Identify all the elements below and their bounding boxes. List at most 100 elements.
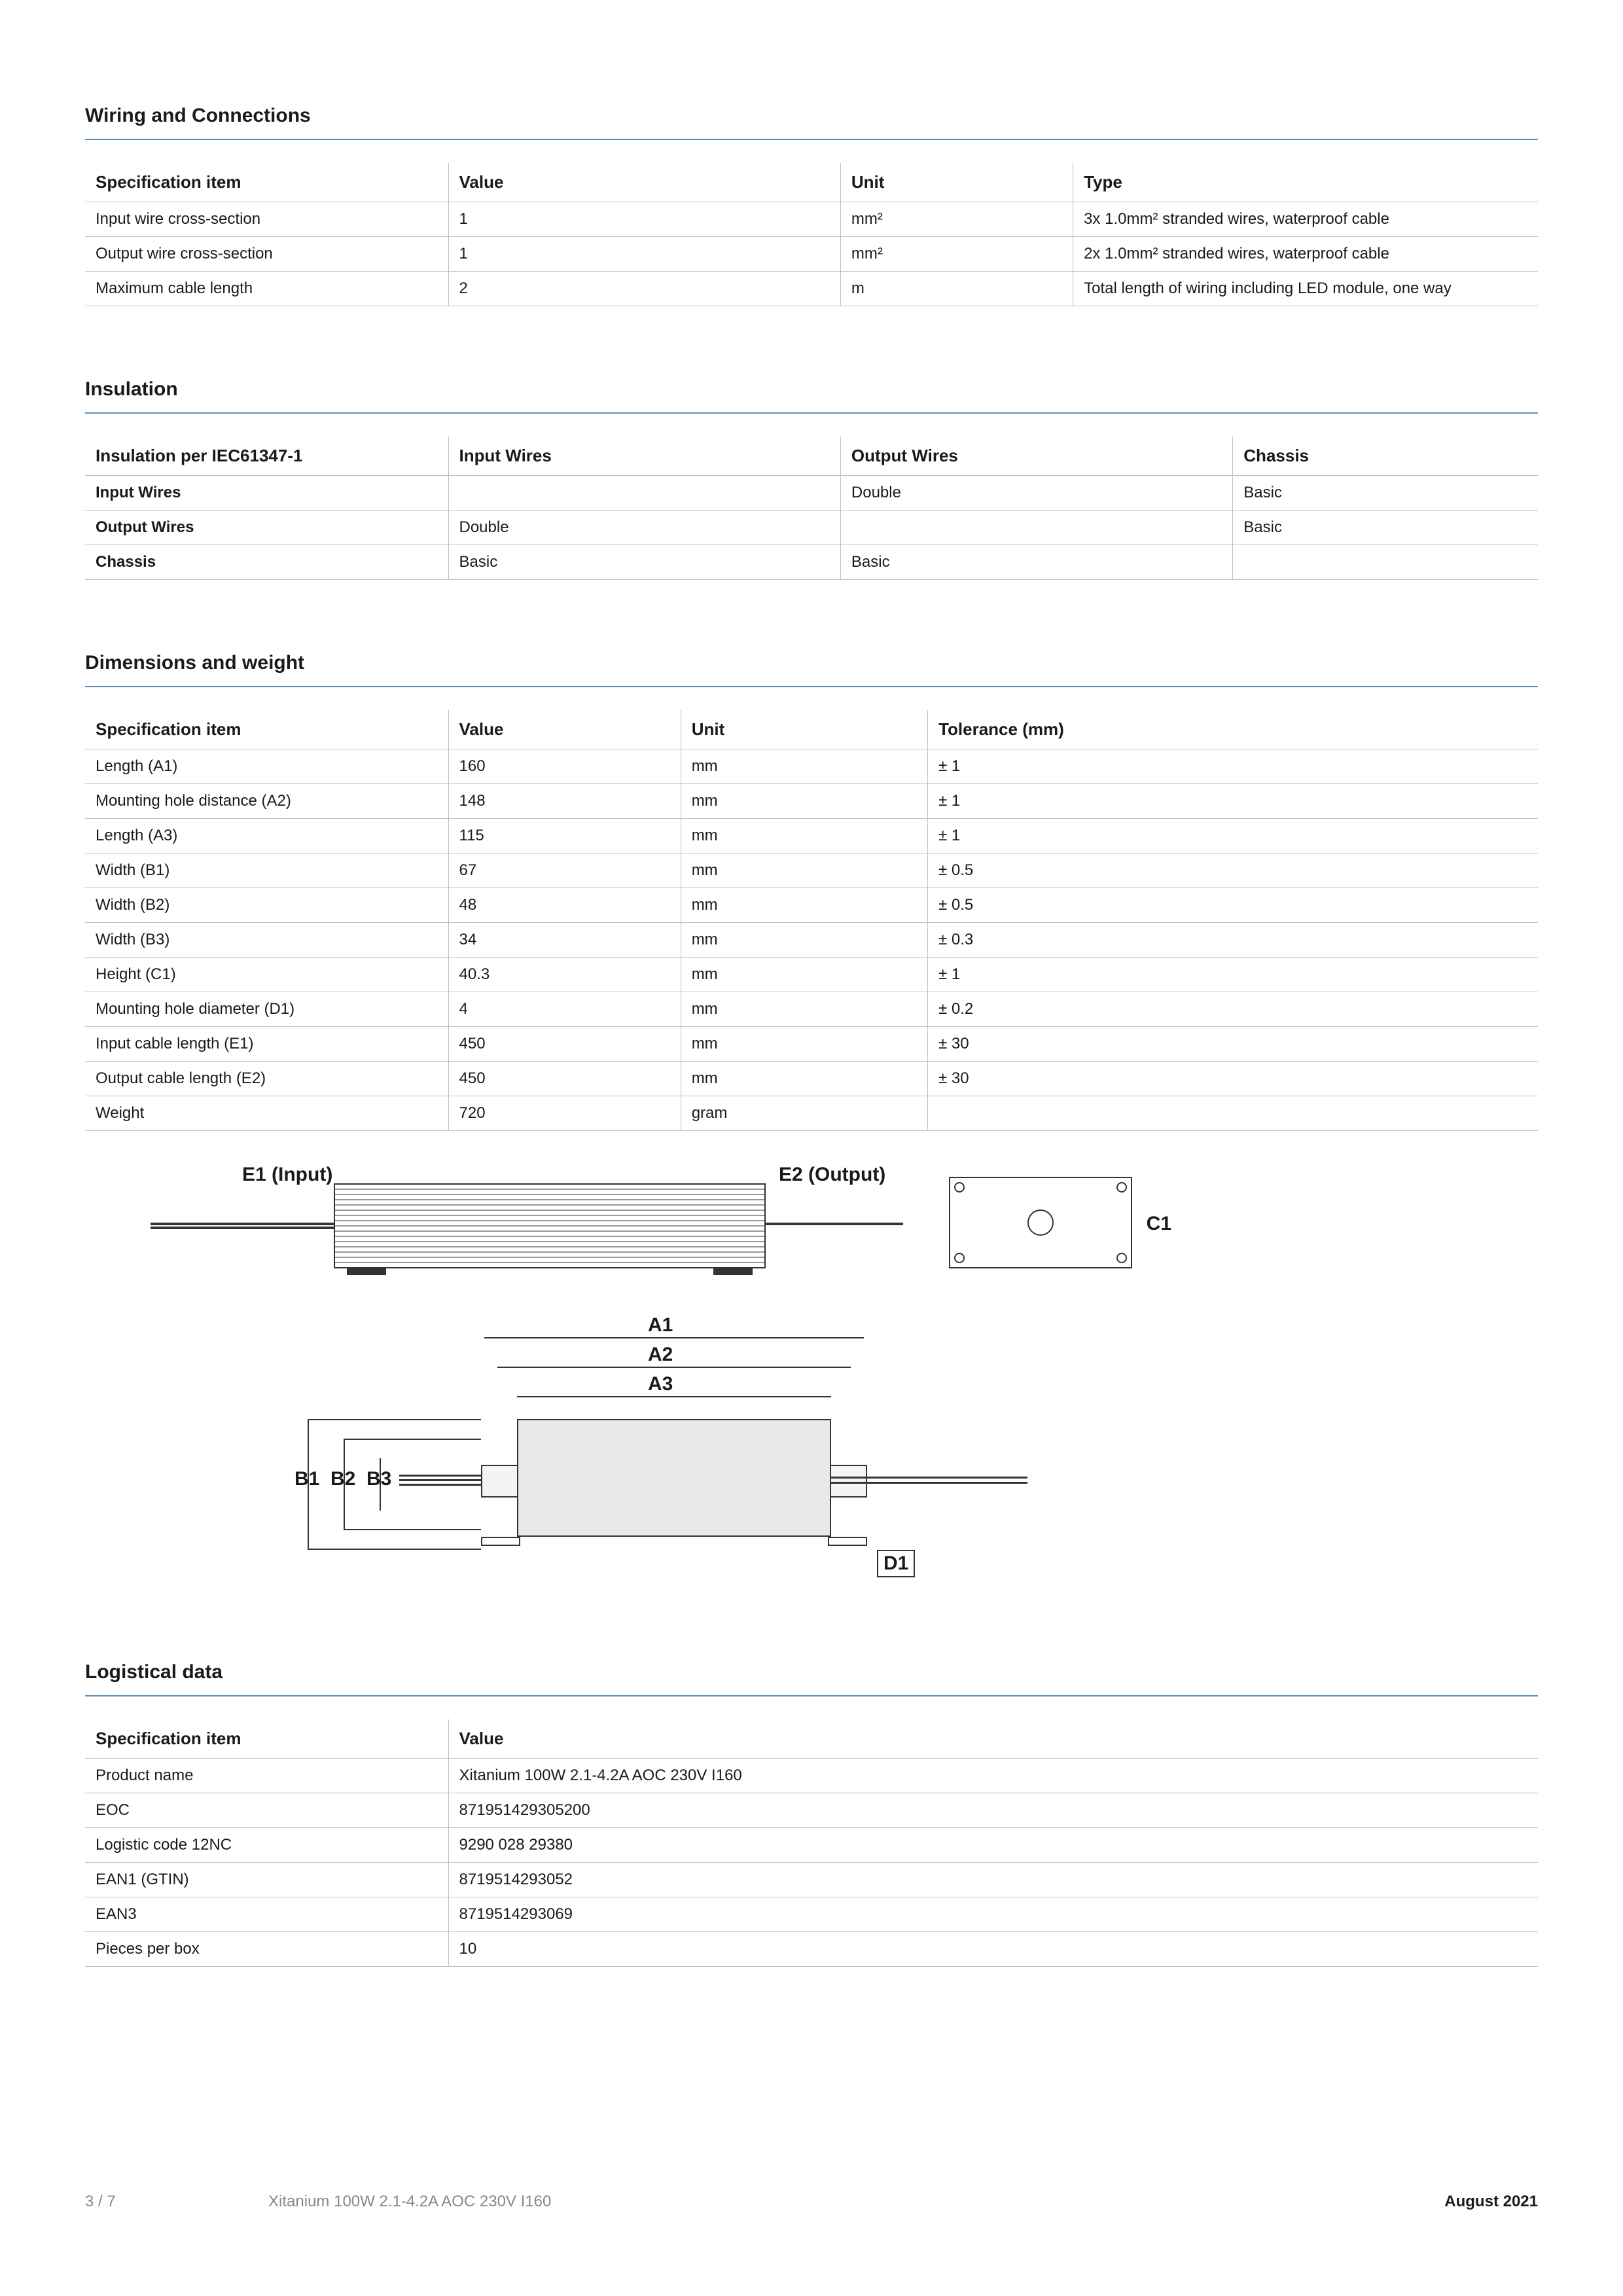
cell: mm — [681, 1027, 927, 1062]
cell: 3x 1.0mm² stranded wires, waterproof cab… — [1073, 202, 1538, 237]
cell: ± 1 — [928, 958, 1538, 992]
cell — [448, 476, 840, 511]
cell: mm — [681, 958, 927, 992]
cell: Double — [840, 476, 1232, 511]
cell: ± 0.5 — [928, 853, 1538, 888]
section-title-dimensions: Dimensions and weight — [85, 652, 1538, 687]
cell: 4 — [448, 992, 681, 1027]
cell: Width (B1) — [85, 853, 448, 888]
cell: Output wire cross-section — [85, 237, 448, 272]
cell: Width (B2) — [85, 888, 448, 923]
label-e2: E2 (Output) — [779, 1164, 885, 1186]
cell: ± 0.3 — [928, 923, 1538, 958]
th: Specification item — [85, 163, 448, 202]
th: Type — [1073, 163, 1538, 202]
cell: gram — [681, 1096, 927, 1131]
section-dimensions: Dimensions and weight Specification item… — [85, 652, 1538, 1589]
table-row: Output cable length (E2)450mm± 30 — [85, 1062, 1538, 1096]
cell: ± 0.5 — [928, 888, 1538, 923]
diagram-top-view: A1 A2 A3 B1 B2 B3 — [223, 1314, 1106, 1589]
th: Value — [448, 1719, 1538, 1759]
th: Chassis — [1233, 437, 1538, 476]
table-row: Input cable length (E1)450mm± 30 — [85, 1027, 1538, 1062]
cell: Chassis — [85, 545, 448, 580]
cell: Width (B3) — [85, 923, 448, 958]
cell: 871951429305200 — [448, 1793, 1538, 1828]
table-row: Output wire cross-section 1 mm² 2x 1.0mm… — [85, 237, 1538, 272]
section-title-logistical: Logistical data — [85, 1661, 1538, 1696]
th: Output Wires — [840, 437, 1232, 476]
section-insulation: Insulation Insulation per IEC61347-1 Inp… — [85, 378, 1538, 580]
cell: 8719514293052 — [448, 1863, 1538, 1897]
cell: Maximum cable length — [85, 272, 448, 306]
cell: Basic — [448, 545, 840, 580]
cell: 8719514293069 — [448, 1897, 1538, 1932]
th: Tolerance (mm) — [928, 710, 1538, 749]
cell: 115 — [448, 819, 681, 853]
table-insulation: Insulation per IEC61347-1 Input Wires Ou… — [85, 437, 1538, 580]
cell: Logistic code 12NC — [85, 1828, 448, 1863]
th: Value — [448, 710, 681, 749]
cell: 34 — [448, 923, 681, 958]
section-title-wiring: Wiring and Connections — [85, 105, 1538, 140]
table-row: Width (B3)34mm± 0.3 — [85, 923, 1538, 958]
cell: Mounting hole distance (A2) — [85, 784, 448, 819]
cell: 160 — [448, 749, 681, 784]
section-logistical: Logistical data Specification item Value… — [85, 1661, 1538, 1967]
cell: mm — [681, 888, 927, 923]
cell: mm — [681, 819, 927, 853]
cell: EAN3 — [85, 1897, 448, 1932]
cell: EOC — [85, 1793, 448, 1828]
cell: mm — [681, 923, 927, 958]
cell: 450 — [448, 1027, 681, 1062]
label-a3: A3 — [648, 1373, 673, 1395]
cell: Basic — [1233, 476, 1538, 511]
cell: ± 1 — [928, 749, 1538, 784]
cell: 2x 1.0mm² stranded wires, waterproof cab… — [1073, 237, 1538, 272]
cell: Double — [448, 511, 840, 545]
cell: 10 — [448, 1932, 1538, 1967]
footer-product: Xitanium 100W 2.1-4.2A AOC 230V I160 — [268, 2193, 551, 2210]
diagram-side-view: E1 (Input) E2 (Output) — [151, 1157, 903, 1288]
th: Unit — [840, 163, 1073, 202]
label-e1: E1 (Input) — [242, 1164, 332, 1186]
table-row: EOC871951429305200 — [85, 1793, 1538, 1828]
table-logistical: Specification item Value Product nameXit… — [85, 1719, 1538, 1967]
table-row: Width (B1)67mm± 0.5 — [85, 853, 1538, 888]
table-row: Height (C1)40.3mm± 1 — [85, 958, 1538, 992]
cell: Input wire cross-section — [85, 202, 448, 237]
cell — [928, 1096, 1538, 1131]
cell: mm — [681, 992, 927, 1027]
diagram-end-view: C1 — [929, 1157, 1165, 1288]
table-row: Pieces per box10 — [85, 1932, 1538, 1967]
table-dimensions: Specification item Value Unit Tolerance … — [85, 710, 1538, 1131]
table-row: Length (A3)115mm± 1 — [85, 819, 1538, 853]
cell: Product name — [85, 1759, 448, 1793]
th: Value — [448, 163, 840, 202]
cell: mm² — [840, 202, 1073, 237]
table-row: Width (B2)48mm± 0.5 — [85, 888, 1538, 923]
cell: ± 1 — [928, 819, 1538, 853]
label-a2: A2 — [648, 1344, 673, 1366]
label-a1: A1 — [648, 1314, 673, 1336]
cell: 9290 028 29380 — [448, 1828, 1538, 1863]
cell: 48 — [448, 888, 681, 923]
table-row: Input Wires Double Basic — [85, 476, 1538, 511]
cell: Length (A3) — [85, 819, 448, 853]
table-row: Length (A1)160mm± 1 — [85, 749, 1538, 784]
cell: 1 — [448, 237, 840, 272]
cell: Height (C1) — [85, 958, 448, 992]
cell: 148 — [448, 784, 681, 819]
cell: mm² — [840, 237, 1073, 272]
table-row: Logistic code 12NC9290 028 29380 — [85, 1828, 1538, 1863]
table-row: Maximum cable length 2 m Total length of… — [85, 272, 1538, 306]
cell: Basic — [840, 545, 1232, 580]
th: Specification item — [85, 710, 448, 749]
th: Input Wires — [448, 437, 840, 476]
footer-date: August 2021 — [1444, 2193, 1538, 2211]
cell: ± 30 — [928, 1027, 1538, 1062]
table-row: Mounting hole diameter (D1)4mm± 0.2 — [85, 992, 1538, 1027]
cell: mm — [681, 853, 927, 888]
table-row: Input wire cross-section 1 mm² 3x 1.0mm²… — [85, 202, 1538, 237]
cell: mm — [681, 749, 927, 784]
